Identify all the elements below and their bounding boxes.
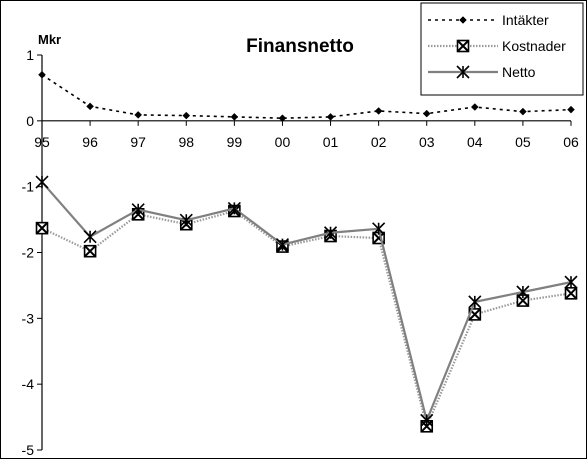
data-point-intakter (326, 113, 335, 121)
data-point-netto (35, 175, 49, 189)
x-tick-label: 04 (467, 134, 483, 150)
series-line-intakter (41, 74, 572, 120)
legend-item-netto: Netto (428, 64, 536, 80)
legend-marker-kostnader (456, 39, 470, 53)
data-point-intakter (86, 102, 94, 111)
axis-ticks: 1 0 -1 -2 -3 -4 -5 95 96 97 98 99 00 01 02 03 04 05 06 (22, 47, 579, 458)
data-point-netto (83, 230, 97, 244)
legend-label-intakter: Intäkter (502, 12, 549, 28)
x-tick-label: 95 (34, 134, 50, 150)
series-layer (35, 70, 578, 433)
data-point-netto (420, 413, 434, 427)
chart-title: Finansnetto (246, 36, 354, 57)
legend-item-kostnader: Kostnader (428, 38, 566, 54)
x-tick-label: 03 (419, 134, 435, 150)
y-tick-label: -1 (22, 179, 35, 195)
x-tick-label: 02 (371, 134, 387, 150)
unit-label: Mkr (38, 32, 61, 47)
legend-marker-intakter (459, 16, 467, 24)
x-tick-label: 96 (82, 134, 98, 150)
x-tick-label: 00 (275, 134, 291, 150)
data-point-kostnader (564, 287, 578, 300)
x-tick-label: 98 (178, 134, 194, 150)
data-point-intakter (278, 114, 287, 123)
y-tick-label: -4 (22, 376, 35, 392)
series-line-netto (41, 181, 572, 424)
x-tick-label: 97 (130, 134, 146, 150)
data-point-intakter (422, 109, 431, 118)
legend-label-netto: Netto (502, 64, 536, 80)
data-point-intakter (470, 103, 479, 111)
data-point-intakter (38, 70, 46, 79)
y-tick-label: 0 (26, 113, 34, 129)
data-point-intakter (134, 111, 143, 119)
series-line-kostnader (41, 209, 572, 430)
data-point-intakter (182, 111, 191, 120)
x-tick-label: 06 (563, 134, 579, 150)
data-point-netto (564, 275, 578, 289)
legend-marker-netto (456, 65, 470, 79)
data-point-intakter (230, 113, 239, 121)
data-point-netto (323, 226, 338, 240)
series-netto (35, 175, 578, 427)
data-point-kostnader (83, 244, 97, 258)
y-tick-label: 1 (26, 47, 34, 63)
y-tick-label: -5 (22, 442, 35, 458)
series-intakter (38, 70, 575, 123)
legend-label-kostnader: Kostnader (502, 38, 566, 54)
data-point-netto (131, 203, 145, 217)
data-point-netto (275, 238, 290, 252)
data-point-intakter (567, 105, 575, 114)
data-point-kostnader (468, 308, 482, 321)
y-tick-label: -3 (22, 310, 35, 326)
data-point-netto (179, 213, 193, 227)
x-tick-label: 01 (323, 134, 339, 150)
data-point-intakter (519, 107, 527, 116)
data-point-kostnader (35, 221, 49, 235)
data-point-intakter (374, 107, 383, 115)
data-point-netto (468, 295, 482, 309)
data-point-netto (227, 201, 241, 215)
y-tick-label: -2 (22, 245, 35, 261)
data-point-netto (372, 222, 386, 236)
legend: Intäkter Kostnader Netto (420, 2, 584, 96)
legend-item-intakter: Intäkter (428, 12, 549, 28)
x-tick-label: 99 (227, 134, 243, 150)
x-tick-label: 05 (515, 134, 531, 150)
legend-box (420, 2, 584, 96)
data-point-netto (516, 285, 530, 299)
